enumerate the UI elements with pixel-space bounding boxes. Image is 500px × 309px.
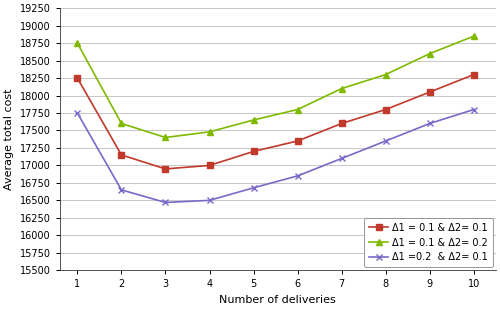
- Δ1 = 0.1 & Δ2= 0.1: [338, 122, 344, 125]
- Δ1 = 0.1 & Δ2= 0.2: [118, 122, 124, 125]
- Δ1 = 0.1 & Δ2= 0.2: [382, 73, 388, 76]
- Δ1 = 0.1 & Δ2= 0.1: [471, 73, 477, 76]
- Δ1 = 0.1 & Δ2= 0.1: [162, 167, 168, 171]
- Δ1 = 0.1 & Δ2= 0.2: [206, 130, 212, 134]
- Δ1 =0.2  & Δ2= 0.1: [206, 198, 212, 202]
- Δ1 = 0.1 & Δ2= 0.1: [250, 150, 256, 153]
- Δ1 =0.2  & Δ2= 0.1: [162, 201, 168, 204]
- Δ1 = 0.1 & Δ2= 0.1: [118, 153, 124, 157]
- Δ1 =0.2  & Δ2= 0.1: [118, 188, 124, 192]
- Δ1 = 0.1 & Δ2= 0.2: [427, 52, 433, 55]
- Δ1 =0.2  & Δ2= 0.1: [382, 139, 388, 143]
- Line: Δ1 =0.2  & Δ2= 0.1: Δ1 =0.2 & Δ2= 0.1: [74, 107, 476, 205]
- Δ1 = 0.1 & Δ2= 0.1: [74, 76, 80, 80]
- Line: Δ1 = 0.1 & Δ2= 0.2: Δ1 = 0.1 & Δ2= 0.2: [74, 33, 476, 140]
- Legend: Δ1 = 0.1 & Δ2= 0.1, Δ1 = 0.1 & Δ2= 0.2, Δ1 =0.2  & Δ2= 0.1: Δ1 = 0.1 & Δ2= 0.1, Δ1 = 0.1 & Δ2= 0.2, …: [364, 218, 493, 267]
- Δ1 =0.2  & Δ2= 0.1: [338, 157, 344, 160]
- Δ1 =0.2  & Δ2= 0.1: [74, 111, 80, 115]
- Δ1 = 0.1 & Δ2= 0.2: [162, 136, 168, 139]
- Δ1 = 0.1 & Δ2= 0.1: [294, 139, 300, 143]
- Δ1 = 0.1 & Δ2= 0.1: [427, 90, 433, 94]
- Δ1 = 0.1 & Δ2= 0.1: [382, 108, 388, 111]
- Δ1 =0.2  & Δ2= 0.1: [294, 174, 300, 178]
- Δ1 =0.2  & Δ2= 0.1: [471, 108, 477, 111]
- Y-axis label: Average total cost: Average total cost: [4, 88, 14, 190]
- Δ1 =0.2  & Δ2= 0.1: [250, 186, 256, 190]
- Line: Δ1 = 0.1 & Δ2= 0.1: Δ1 = 0.1 & Δ2= 0.1: [74, 72, 476, 172]
- Δ1 = 0.1 & Δ2= 0.2: [338, 87, 344, 91]
- Δ1 =0.2  & Δ2= 0.1: [427, 122, 433, 125]
- Δ1 = 0.1 & Δ2= 0.1: [206, 163, 212, 167]
- Δ1 = 0.1 & Δ2= 0.2: [294, 108, 300, 111]
- X-axis label: Number of deliveries: Number of deliveries: [220, 295, 336, 305]
- Δ1 = 0.1 & Δ2= 0.2: [250, 118, 256, 122]
- Δ1 = 0.1 & Δ2= 0.2: [74, 41, 80, 45]
- Δ1 = 0.1 & Δ2= 0.2: [471, 34, 477, 38]
